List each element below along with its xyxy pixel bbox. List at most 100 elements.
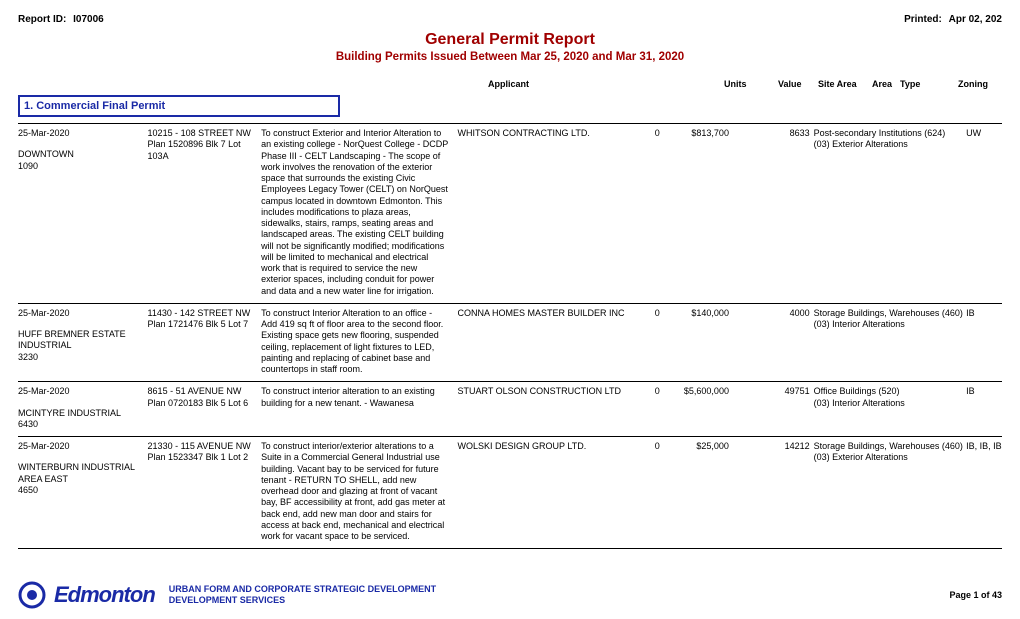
footer-text-block: Edmonton <box>54 582 155 608</box>
col-area: Area <box>872 79 892 89</box>
report-page: Report ID: I07006 Printed: Apr 02, 202 G… <box>0 0 1020 619</box>
applicant-name: WHITSON CONTRACTING LTD. <box>458 128 643 297</box>
footer-department: URBAN FORM AND CORPORATE STRATEGIC DEVEL… <box>169 584 436 606</box>
report-title: General Permit Report <box>18 31 1002 49</box>
col-value: Value <box>778 79 802 89</box>
printed-date: Apr 02, 202 <box>949 14 1002 25</box>
street-address: 11430 - 142 STREET NW <box>148 308 256 319</box>
plan-number: Plan 0720183 Blk 5 Lot 6 <box>148 398 256 409</box>
report-subtitle: Building Permits Issued Between Mar 25, … <box>18 51 1002 63</box>
footer-logo-block: Edmonton URBAN FORM AND CORPORATE STRATE… <box>18 581 436 609</box>
permit-date: 25-Mar-2020 <box>18 441 144 452</box>
type-line-1: Post-secondary Institutions (624) <box>814 128 966 139</box>
permit-date: 25-Mar-2020 <box>18 128 144 139</box>
address-block: 10215 - 108 STREET NWPlan 1520896 Blk 7 … <box>148 128 262 297</box>
col-zoning: Zoning <box>958 79 988 89</box>
street-address: 21330 - 115 AVENUE NW <box>148 441 256 452</box>
street-address: 10215 - 108 STREET NW <box>148 128 256 139</box>
permit-row: 25-Mar-2020DOWNTOWN109010215 - 108 STREE… <box>18 128 1002 297</box>
plan-number: Plan 1721476 Blk 5 Lot 7 <box>148 319 256 330</box>
type-line-2: (03) Exterior Alterations <box>814 139 966 150</box>
row-divider <box>18 436 1002 437</box>
applicant-name: CONNA HOMES MASTER BUILDER INC <box>458 308 643 376</box>
col-type: Type <box>900 79 920 89</box>
neighbourhood-code: 4650 <box>18 485 144 496</box>
type-line-1: Office Buildings (520) <box>814 386 966 397</box>
permit-date: 25-Mar-2020 <box>18 308 144 319</box>
permit-date: 25-Mar-2020 <box>18 386 144 397</box>
zoning-value: IB <box>966 308 1002 376</box>
address-block: 8615 - 51 AVENUE NWPlan 0720183 Blk 5 Lo… <box>148 386 262 430</box>
logo-city-name: Edmonton <box>54 582 155 608</box>
city-logo-icon <box>18 581 46 609</box>
zoning-value: IB, IB, IB <box>966 441 1002 542</box>
address-block: 11430 - 142 STREET NWPlan 1721476 Blk 5 … <box>148 308 262 376</box>
permit-row: 25-Mar-2020 HUFF BREMNER ESTATE INDUSTRIA… <box>18 308 1002 376</box>
type-line-1: Storage Buildings, Warehouses (460) <box>814 441 966 452</box>
neighbourhood-code: 6430 <box>18 419 144 430</box>
applicant-name: STUART OLSON CONSTRUCTION LTD <box>458 386 643 430</box>
printed-block: Printed: Apr 02, 202 <box>904 14 1002 25</box>
street-address: 8615 - 51 AVENUE NW <box>148 386 256 397</box>
type-block: Post-secondary Institutions (624)(03) Ex… <box>814 128 966 297</box>
type-block: Storage Buildings, Warehouses (460)(03) … <box>814 441 966 542</box>
permit-value: $25,000 <box>672 441 729 542</box>
section-heading: 1. Commercial Final Permit <box>18 95 340 117</box>
site-area-value <box>729 386 774 430</box>
permit-value: $140,000 <box>672 308 729 376</box>
plan-number: Plan 1523347 Blk 1 Lot 2 <box>148 452 256 463</box>
work-description: To construct Exterior and Interior Alter… <box>261 128 457 297</box>
row-divider <box>18 303 1002 304</box>
permit-value: $5,600,000 <box>672 386 729 430</box>
area-value: 4000 <box>774 308 814 376</box>
dept-line-1: URBAN FORM AND CORPORATE STRATEGIC DEVEL… <box>169 584 436 595</box>
page-footer: Edmonton URBAN FORM AND CORPORATE STRATE… <box>18 581 1002 609</box>
permit-row: 25-Mar-2020 MCINTYRE INDUSTRIAL6430 8615 -… <box>18 386 1002 430</box>
type-line-2: (03) Interior Alterations <box>814 319 966 330</box>
neighbourhood-code: 1090 <box>18 161 144 172</box>
permit-row: 25-Mar-2020 WINTERBURN INDUSTRIAL AREA EA… <box>18 441 1002 542</box>
printed-label: Printed: <box>904 14 942 25</box>
neighbourhood-name: MCINTYRE INDUSTRIAL <box>18 408 144 419</box>
units-value: 0 <box>643 128 672 297</box>
address-block: 21330 - 115 AVENUE NWPlan 1523347 Blk 1 … <box>148 441 262 542</box>
site-area-value <box>729 308 774 376</box>
area-value: 8633 <box>774 128 814 297</box>
neighbourhood-name: HUFF BREMNER ESTATE INDUSTRIAL <box>18 329 144 352</box>
row-divider <box>18 548 1002 549</box>
type-line-2: (03) Exterior Alterations <box>814 452 966 463</box>
date-neighbourhood: 25-Mar-2020 WINTERBURN INDUSTRIAL AREA EA… <box>18 441 148 542</box>
area-value: 49751 <box>774 386 814 430</box>
type-block: Office Buildings (520)(03) Interior Alte… <box>814 386 966 430</box>
applicant-name: WOLSKI DESIGN GROUP LTD. <box>458 441 643 542</box>
top-header-line: Report ID: I07006 Printed: Apr 02, 202 <box>18 14 1002 25</box>
area-value: 14212 <box>774 441 814 542</box>
type-line-1: Storage Buildings, Warehouses (460) <box>814 308 966 319</box>
page-number: Page 1 of 43 <box>949 590 1002 600</box>
plan-number: Plan 1520896 Blk 7 Lot 103A <box>148 139 256 162</box>
row-divider <box>18 381 1002 382</box>
units-value: 0 <box>643 441 672 542</box>
report-id-value: I07006 <box>73 14 104 25</box>
column-headers: Applicant Units Value Site Area Area Typ… <box>18 79 1002 93</box>
report-id-block: Report ID: I07006 <box>18 14 104 25</box>
permit-value: $813,700 <box>672 128 729 297</box>
col-applicant: Applicant <box>488 79 529 89</box>
zoning-value: IB <box>966 386 1002 430</box>
date-neighbourhood: 25-Mar-2020DOWNTOWN1090 <box>18 128 148 297</box>
type-line-2: (03) Interior Alterations <box>814 398 966 409</box>
zoning-value: UW <box>966 128 1002 297</box>
neighbourhood-name: WINTERBURN INDUSTRIAL AREA EAST <box>18 462 144 485</box>
neighbourhood-code: 3230 <box>18 352 144 363</box>
report-id-label: Report ID: <box>18 14 66 25</box>
row-divider <box>18 123 1002 124</box>
work-description: To construct Interior Alteration to an o… <box>261 308 457 376</box>
work-description: To construct interior/exterior alteratio… <box>261 441 457 542</box>
site-area-value <box>729 441 774 542</box>
work-description: To construct interior alteration to an e… <box>261 386 457 430</box>
rows-container: 25-Mar-2020DOWNTOWN109010215 - 108 STREE… <box>18 123 1002 549</box>
date-neighbourhood: 25-Mar-2020 MCINTYRE INDUSTRIAL6430 <box>18 386 148 430</box>
type-block: Storage Buildings, Warehouses (460)(03) … <box>814 308 966 376</box>
units-value: 0 <box>643 308 672 376</box>
date-neighbourhood: 25-Mar-2020 HUFF BREMNER ESTATE INDUSTRIA… <box>18 308 148 376</box>
